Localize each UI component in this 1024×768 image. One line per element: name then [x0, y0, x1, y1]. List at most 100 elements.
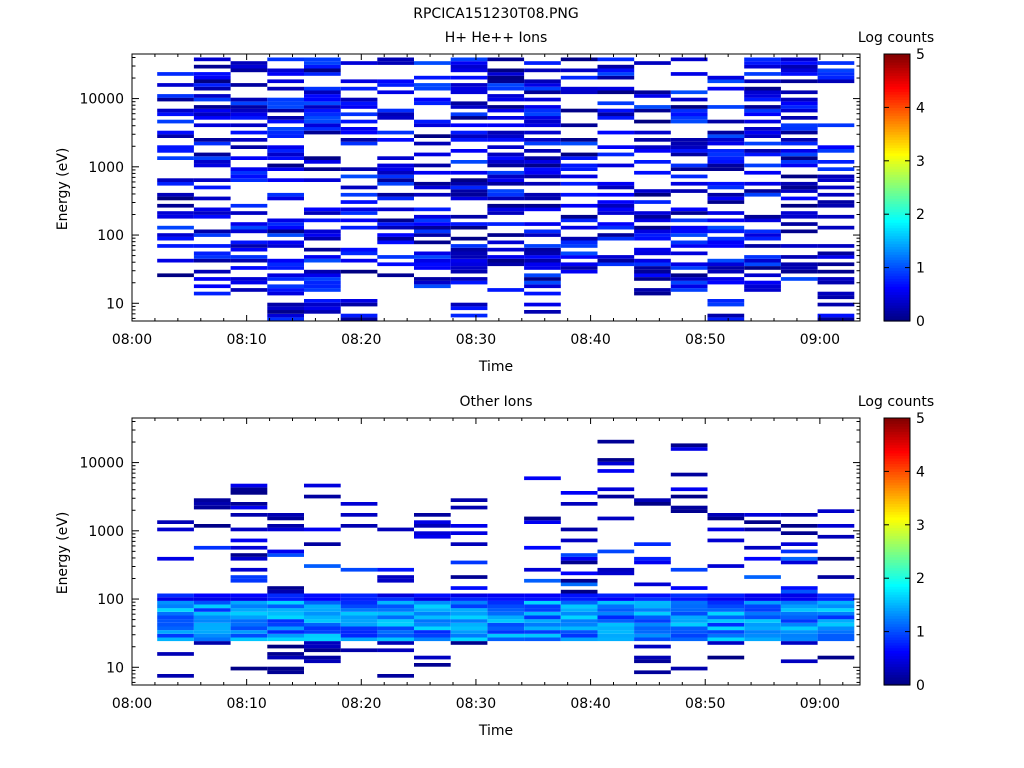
heatmap-cell — [780, 61, 818, 65]
heatmap-cell — [780, 196, 818, 201]
heatmap-cell — [634, 218, 671, 223]
colorbar-segment — [884, 203, 910, 207]
heatmap-cell — [340, 185, 378, 190]
heatmap-cell — [744, 141, 781, 146]
heatmap-cell — [524, 255, 561, 259]
heatmap-cell — [560, 615, 598, 620]
heatmap-cell — [744, 97, 781, 102]
heatmap-cell — [377, 527, 414, 532]
colorbar-segment — [884, 206, 910, 210]
heatmap-cell — [487, 108, 525, 113]
heatmap-cell — [670, 626, 708, 631]
heatmap-cell — [597, 181, 635, 186]
colorbar-segment — [884, 86, 910, 90]
heatmap-cell — [634, 149, 671, 153]
colorbar-tick-label: 0 — [916, 678, 925, 694]
x-axis-title: Time — [478, 359, 513, 375]
heatmap-cell — [670, 225, 708, 230]
colorbar-segment — [884, 559, 910, 563]
heatmap-cell — [780, 72, 818, 76]
heatmap-cell — [193, 291, 231, 296]
heatmap-cell — [817, 534, 855, 539]
colorbar-segment — [884, 594, 910, 598]
colorbar-segment — [884, 211, 910, 215]
heatmap-cell — [524, 608, 561, 612]
heatmap-cell — [560, 240, 598, 245]
heatmap-cell — [524, 163, 561, 168]
heatmap-cell — [487, 123, 525, 128]
colorbar-segment — [884, 604, 910, 609]
heatmap-cell — [230, 247, 268, 252]
colorbar-segment — [884, 107, 910, 111]
heatmap-cell — [304, 626, 341, 631]
colorbar: 0 1 2 3 4 5 — [883, 411, 925, 694]
heatmap-cell — [560, 192, 598, 197]
heatmap-cell — [414, 622, 451, 627]
heatmap-cell — [744, 273, 781, 278]
heatmap-cell — [304, 156, 341, 160]
heatmap-cell — [340, 626, 378, 631]
colorbar-segment — [884, 144, 910, 149]
heatmap-cell — [817, 622, 855, 627]
heatmap-cell — [817, 277, 855, 281]
colorbar-segment — [884, 610, 910, 614]
heatmap-cell — [707, 160, 745, 164]
heatmap-cell — [340, 619, 378, 623]
colorbar-segment — [884, 423, 910, 427]
heatmap-cell — [597, 200, 635, 204]
heatmap-cell — [524, 600, 561, 605]
heatmap-cell — [230, 545, 268, 550]
heatmap-cell — [157, 203, 194, 208]
heatmap-cell — [524, 90, 561, 95]
heatmap-cell — [487, 75, 525, 80]
colorbar-segment — [884, 83, 910, 87]
heatmap-cell — [670, 233, 708, 237]
heatmap-cell — [377, 170, 414, 175]
heatmap-cell — [670, 262, 708, 267]
heatmap-cell — [597, 130, 635, 135]
heatmap-cell — [780, 630, 818, 634]
heatmap-cell — [193, 641, 231, 645]
heatmap-cell — [267, 637, 304, 642]
heatmap-cell — [707, 156, 745, 160]
heatmap-cell — [267, 516, 304, 521]
heatmap-cell — [340, 600, 378, 605]
panel-other-ions: Other Ions Time Energy (eV) Log counts 0… — [55, 394, 934, 739]
heatmap-cell — [707, 149, 745, 153]
colorbar-segment — [884, 554, 910, 558]
heatmap-cell — [230, 116, 268, 120]
heatmap-cell — [524, 578, 561, 583]
heatmap-cell — [780, 622, 818, 627]
heatmap-cell — [487, 170, 525, 175]
heatmap-cell — [634, 236, 671, 241]
heatmap-cell — [560, 556, 598, 561]
heatmap-cell — [707, 600, 745, 605]
colorbar-segment — [884, 78, 910, 82]
heatmap-cell — [817, 214, 855, 219]
heatmap-cell — [450, 597, 488, 601]
x-tick-label: 08:10 — [226, 332, 266, 348]
heatmap-cell — [157, 181, 194, 186]
colorbar-segment — [884, 436, 910, 440]
colorbar-segment — [884, 460, 910, 464]
heatmap-cell — [267, 302, 304, 307]
heatmap-cell — [304, 123, 341, 128]
heatmap-cell — [560, 138, 598, 142]
y-axis-title: Energy (eV) — [55, 148, 71, 231]
heatmap-cell — [744, 189, 781, 193]
heatmap-cell — [817, 160, 855, 164]
heatmap-cell — [304, 255, 341, 259]
colorbar-segment — [884, 631, 910, 635]
heatmap-cell — [193, 97, 231, 102]
colorbar-segment — [884, 190, 910, 194]
heatmap-cell — [267, 652, 304, 656]
heatmap-cell — [487, 68, 525, 73]
heatmap-cell — [487, 604, 525, 609]
heatmap-cell — [230, 491, 268, 495]
heatmap-cell — [524, 222, 561, 226]
heatmap-cell — [230, 513, 268, 517]
heatmap-cell — [780, 211, 818, 215]
colorbar-segment — [884, 484, 910, 489]
heatmap-cell — [560, 604, 598, 609]
colorbar-tick-label: 2 — [916, 571, 925, 587]
